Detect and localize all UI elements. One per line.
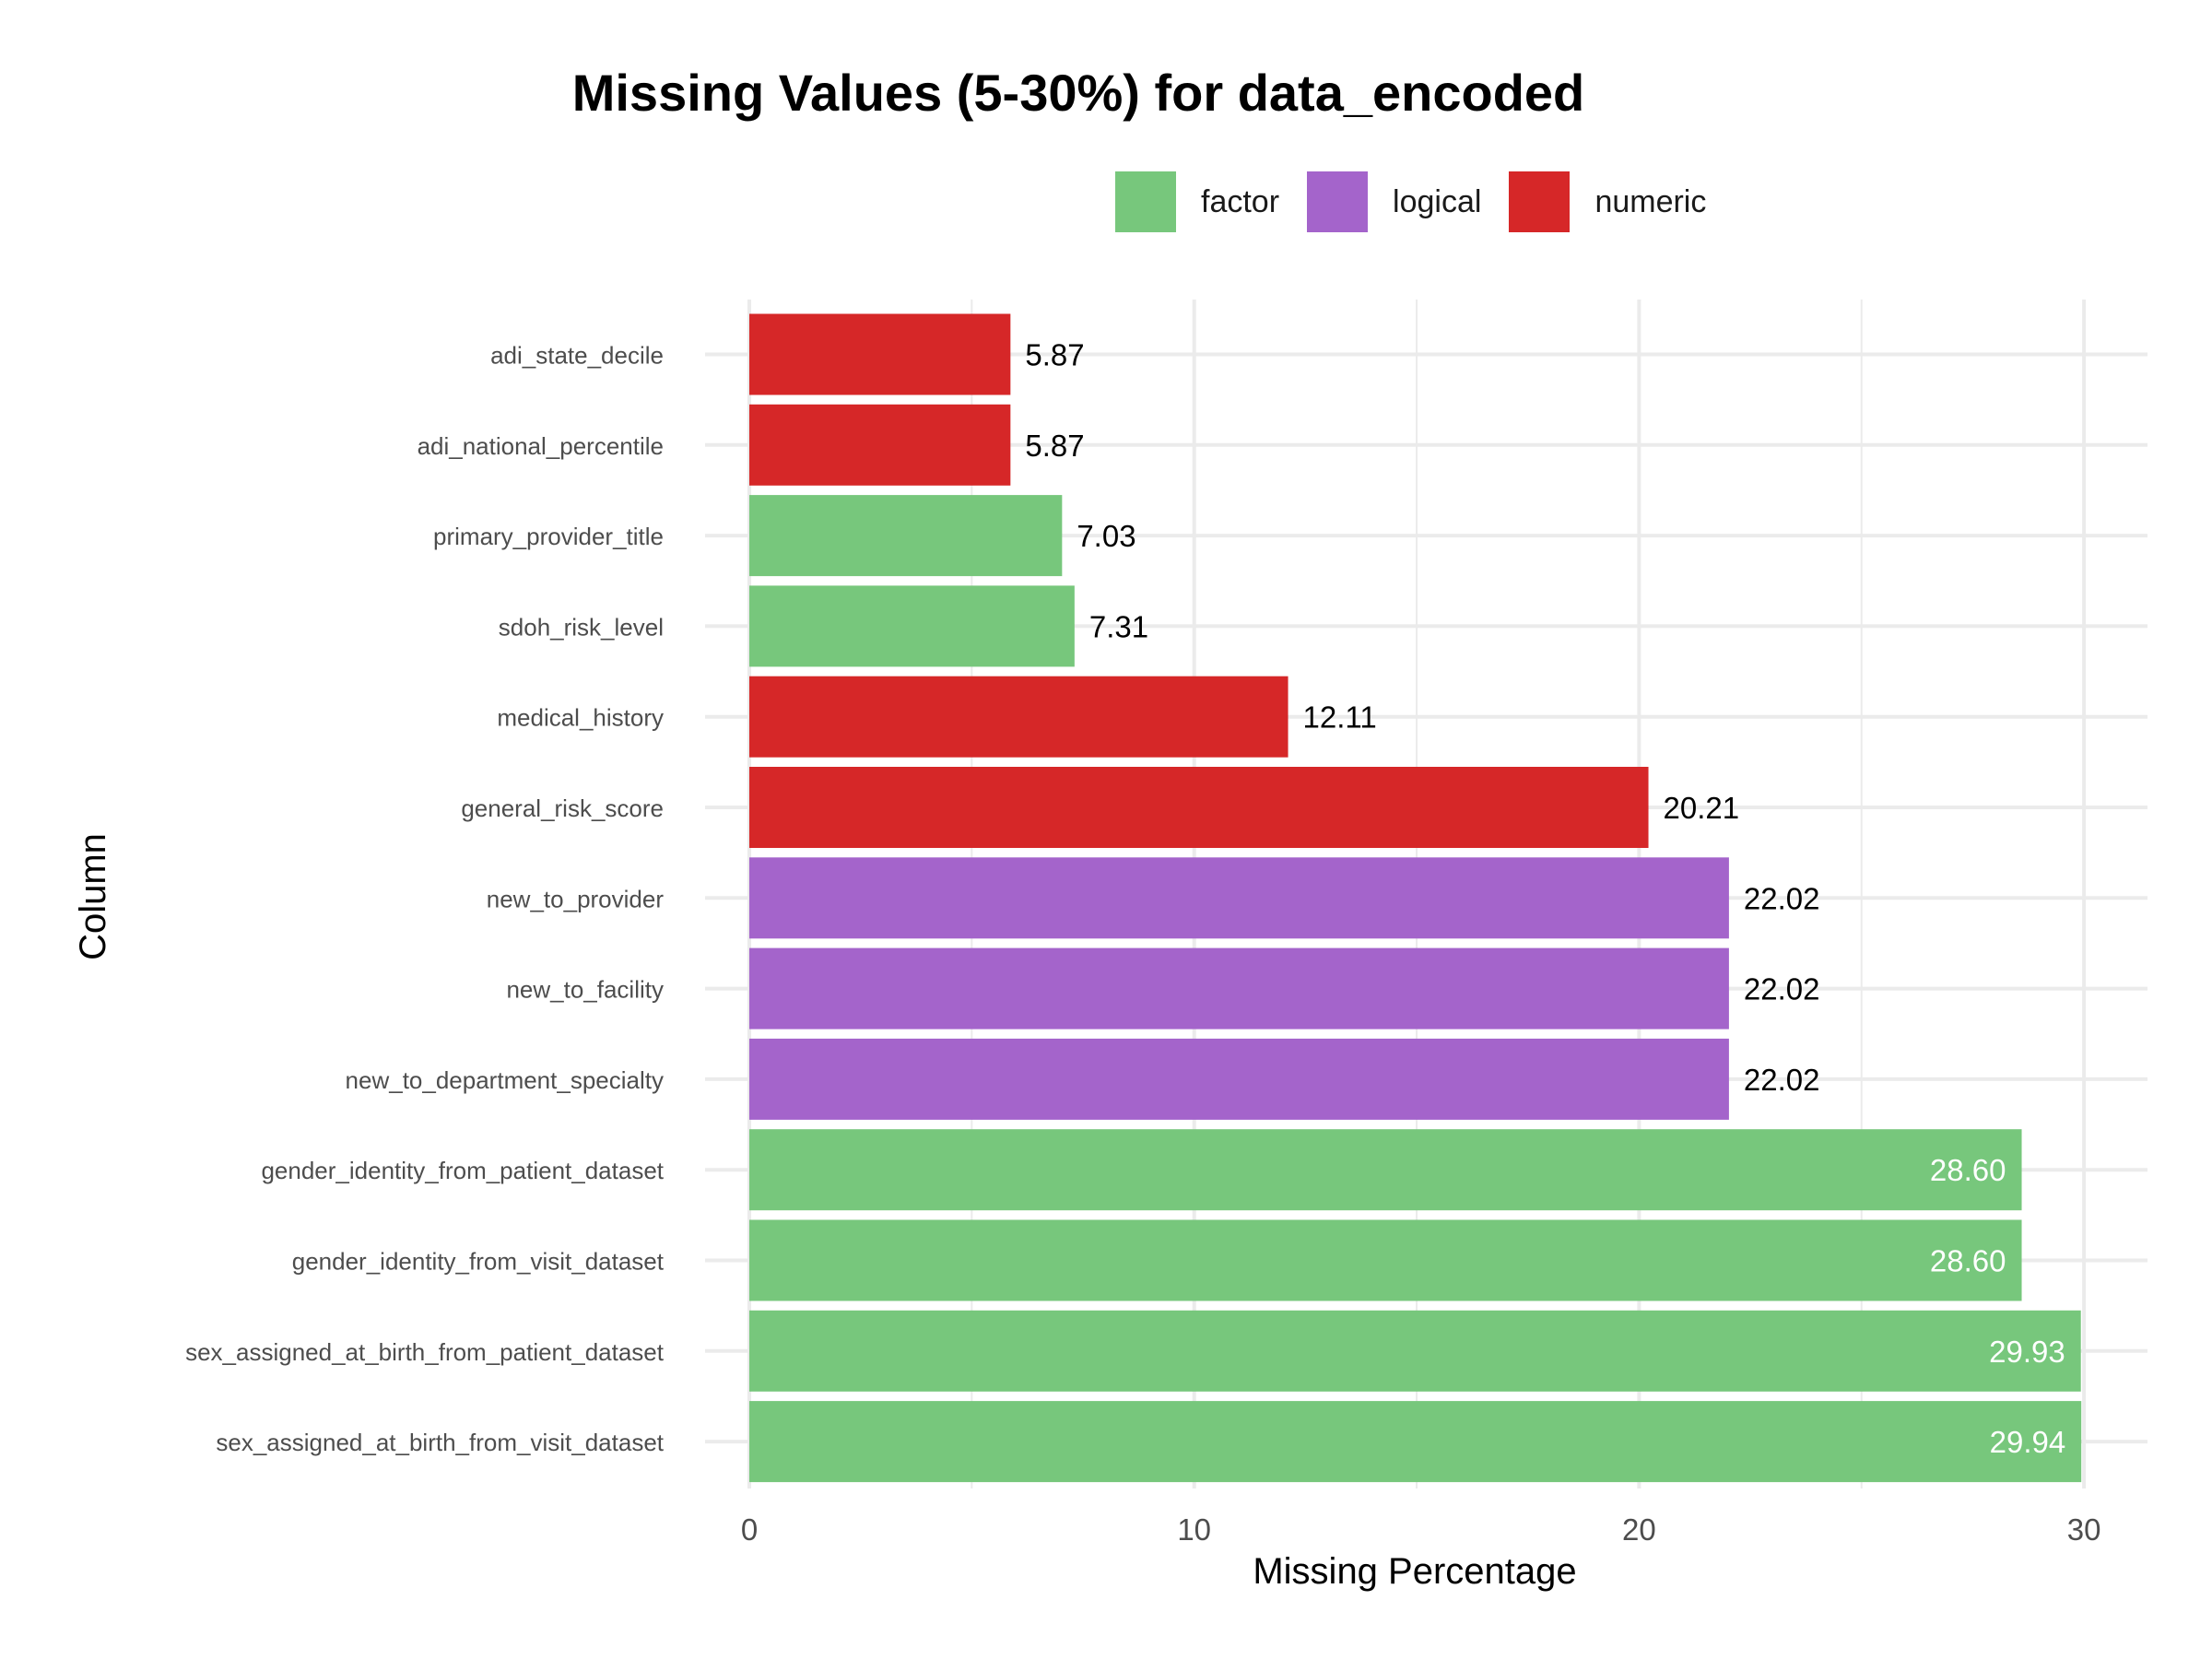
legend-label-numeric: numeric — [1594, 183, 1707, 219]
y-tick-label: sex_assigned_at_birth_from_visit_dataset — [216, 1429, 664, 1456]
y-tick-label: adi_state_decile — [490, 342, 664, 370]
y-axis-title: Column — [73, 833, 113, 960]
bar-value-label: 7.03 — [1077, 519, 1135, 553]
x-tick-label: 10 — [1177, 1512, 1211, 1547]
bar-adi-state-decile — [749, 313, 1011, 395]
bar-layer — [749, 313, 2082, 1483]
bar-value-label: 12.11 — [1303, 700, 1377, 735]
bar-value-label: 29.93 — [1989, 1335, 2065, 1369]
bar-primary-provider-title — [749, 495, 1063, 577]
bar-value-label: 5.87 — [1025, 338, 1084, 372]
bar-value-label: 7.31 — [1089, 609, 1148, 643]
y-tick-label: adi_national_percentile — [418, 432, 664, 460]
legend: factor logical numeric — [1115, 171, 1734, 232]
bar-general-risk-score — [749, 767, 1649, 848]
value-label-layer: 5.87 5.87 7.03 7.31 12.11 20.21 22.02 22.02 22.0… — [1025, 338, 2065, 1460]
bar-value-label: 29.94 — [1990, 1425, 2066, 1459]
legend-item-numeric: numeric — [1509, 171, 1706, 232]
category-label-layer: adi_state_decile adi_national_percentilep… — [185, 342, 665, 1457]
legend-swatch-numeric — [1509, 171, 1571, 232]
x-axis-title: Missing Percentage — [1253, 1551, 1576, 1592]
legend-item-factor: factor — [1115, 171, 1279, 232]
x-tick-label: 0 — [741, 1512, 758, 1547]
bar-gender-identity-from-visit-dataset — [749, 1219, 2022, 1301]
y-tick-label: general_risk_score — [461, 794, 664, 822]
y-tick-label: gender_identity_from_patient_dataset — [261, 1157, 664, 1184]
bar-sex-assigned-at-birth-from-patient-dataset — [749, 1310, 2081, 1392]
bar-gender-identity-from-patient-dataset — [749, 1129, 2022, 1211]
y-tick-label: new_to_provider — [487, 885, 665, 912]
bar-value-label: 28.60 — [1930, 1244, 2006, 1278]
bar-value-label: 5.87 — [1025, 429, 1084, 463]
y-tick-label: primary_provider_title — [433, 523, 664, 550]
bar-value-label: 22.02 — [1744, 972, 1820, 1006]
y-tick-label: new_to_facility — [506, 976, 664, 1004]
x-tick-label: 30 — [2067, 1512, 2101, 1547]
x-tick-layer: 0 10 20 30 — [741, 1512, 2101, 1547]
bar-sdoh-risk-level — [749, 585, 1075, 667]
x-tick-label: 20 — [1622, 1512, 1656, 1547]
legend-swatch-logical — [1307, 171, 1369, 232]
legend-item-logical: logical — [1307, 171, 1481, 232]
bar-new-to-provider — [749, 857, 1729, 939]
legend-label-factor: factor — [1201, 183, 1280, 219]
y-tick-label: new_to_department_specialty — [346, 1066, 664, 1094]
bar-value-label: 22.02 — [1744, 1063, 1820, 1097]
bar-sex-assigned-at-birth-from-visit-dataset — [749, 1401, 2082, 1483]
y-tick-label: sdoh_risk_level — [499, 613, 664, 641]
legend-label-logical: logical — [1393, 183, 1482, 219]
y-tick-label: gender_identity_from_visit_dataset — [292, 1248, 665, 1276]
y-tick-label: medical_history — [497, 704, 664, 732]
bar-adi-national-percentile — [749, 404, 1011, 486]
bar-medical-history — [749, 676, 1288, 758]
bar-new-to-facility — [749, 947, 1729, 1030]
bar-value-label: 20.21 — [1664, 791, 1740, 825]
bar-value-label: 22.02 — [1744, 881, 1820, 915]
chart-title: Missing Values (5-30%) for data_encoded — [571, 64, 1585, 122]
y-tick-label: sex_assigned_at_birth_from_patient_datas… — [185, 1338, 665, 1366]
bar-new-to-department-specialty — [749, 1038, 1729, 1120]
legend-swatch-factor — [1115, 171, 1176, 232]
bar-value-label: 28.60 — [1930, 1153, 2006, 1187]
